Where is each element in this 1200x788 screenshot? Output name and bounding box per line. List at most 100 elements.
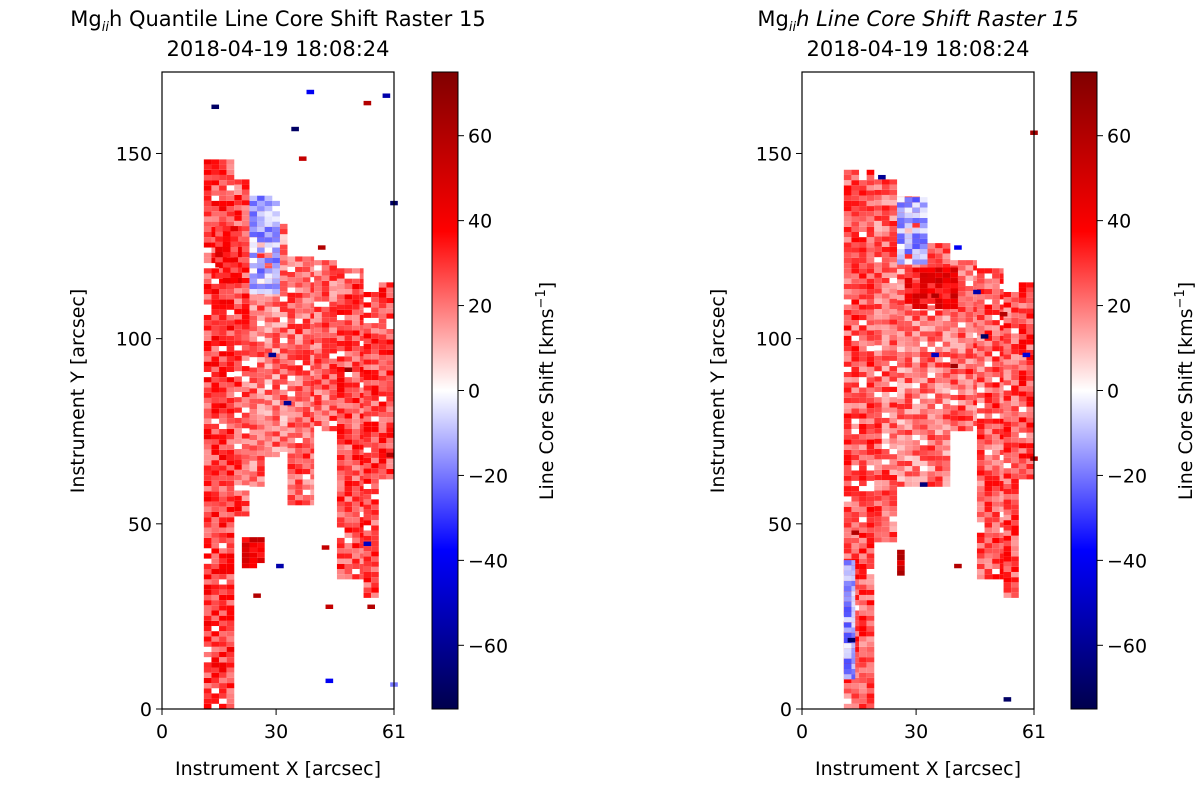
left-heatmap-cell (371, 406, 379, 412)
left-heatmap-cell (203, 703, 212, 709)
left-heatmap-cell (314, 291, 322, 297)
left-heatmap-cell (264, 242, 273, 248)
right-heatmap-cell (1011, 587, 1019, 593)
left-heatmap-cell (241, 277, 250, 284)
right-heatmap-cell (984, 330, 993, 336)
right-heatmap-cell (957, 343, 966, 349)
right-heatmap-cell (1018, 463, 1027, 470)
right-heatmap-cell (889, 495, 898, 501)
right-heatmap-cell (897, 315, 905, 321)
left-heatmap-cell (272, 322, 280, 328)
left-heatmap-cell (287, 271, 296, 278)
right-heatmap-cell (881, 303, 890, 310)
right-heatmap-cell (984, 314, 993, 321)
left-heatmap-cell (363, 577, 372, 583)
left-heatmap-cell (211, 200, 220, 207)
left-heatmap-cell (203, 480, 212, 487)
right-heatmap-cell (992, 563, 1000, 569)
right-heatmap-cell (927, 320, 936, 327)
left-heatmap-cell (321, 270, 330, 276)
right-y-tick-label: 50 (768, 514, 792, 536)
right-heatmap-cell (889, 288, 898, 294)
right-heatmap-cell (859, 511, 867, 518)
left-heatmap-cell (359, 335, 364, 341)
right-heatmap-cell (851, 356, 860, 362)
right-heatmap-cell (866, 180, 875, 186)
left-heatmap-cell (234, 433, 242, 439)
left-heatmap-cell (226, 651, 235, 658)
right-heatmap-cell (919, 460, 928, 467)
left-heatmap-cell (272, 257, 280, 264)
left-heatmap-cell (272, 242, 280, 248)
right-heatmap-cell (859, 480, 867, 487)
right-heatmap-cell (999, 465, 1004, 471)
right-heatmap-cell (874, 262, 882, 268)
left-heatmap-cell (352, 397, 360, 404)
left-heatmap-cell (234, 309, 242, 315)
right-heatmap-cell (957, 265, 966, 271)
right-heatmap-cell (897, 440, 905, 446)
right-heatmap-cell (881, 350, 890, 356)
left-heatmap-cell (287, 339, 296, 345)
left-heatmap-cell (211, 371, 220, 378)
left-heatmap-cell (272, 252, 280, 258)
right-heatmap-cell (1003, 333, 1012, 339)
right-heatmap-cell (874, 350, 882, 356)
right-heatmap-cell (843, 627, 852, 633)
left-heatmap-cell (234, 210, 242, 216)
right-heatmap-cell (942, 315, 951, 321)
left-heatmap-cell (287, 323, 296, 330)
left-heatmap-cell (272, 337, 280, 344)
left-heatmap-cell (234, 179, 242, 185)
right-heatmap-cell (950, 420, 958, 427)
left-heatmap-cell (329, 384, 337, 390)
right-heatmap-cell (881, 366, 890, 372)
right-heatmap-cell (881, 386, 890, 392)
right-heatmap-cell (866, 693, 875, 699)
left-heatmap-cell (241, 345, 250, 351)
left-heatmap-cell (295, 256, 303, 262)
left-heatmap-cell (211, 662, 220, 668)
left-heatmap-cell (344, 501, 353, 507)
left-heatmap-cell (226, 387, 235, 393)
left-heatmap-cell (264, 332, 273, 338)
left-heatmap-cell (226, 558, 235, 564)
left-heatmap-cell (241, 189, 250, 195)
left-heatmap-cell (241, 215, 250, 221)
right-heatmap-cell (897, 403, 905, 410)
right-heatmap-cell (912, 233, 920, 239)
right-heatmap-cell (851, 330, 860, 336)
left-heatmap-cell (211, 304, 220, 310)
left-heatmap-cell (378, 417, 387, 423)
right-heatmap-cell (851, 387, 860, 393)
left-heatmap-cell (344, 382, 353, 388)
right-heatmap-cell (1018, 396, 1027, 402)
right-heatmap-cell (976, 569, 985, 575)
right-heatmap-cell (992, 574, 1000, 580)
right-heatmap-cell (897, 310, 905, 316)
right-heatmap-cell (1018, 370, 1027, 376)
right-heatmap-cell (984, 418, 993, 424)
right-heatmap-cell (904, 283, 913, 289)
left-heatmap-cell (371, 302, 379, 308)
left-heatmap-cell (230, 236, 239, 242)
left-heatmap-cell (314, 369, 322, 375)
left-heatmap-cell (272, 405, 280, 411)
left-heatmap-cell (215, 236, 223, 242)
right-heatmap-cell (1003, 592, 1012, 598)
left-heatmap-cell (295, 448, 303, 454)
right-heatmap-cell (874, 474, 882, 481)
right-heatmap-cell (889, 309, 898, 315)
right-y-tick-label: 150 (756, 143, 792, 165)
left-heatmap-cell (378, 339, 387, 345)
right-heatmap-cell (927, 298, 936, 304)
right-heatmap-cell (984, 304, 993, 310)
left-heatmap-cell (211, 190, 220, 196)
right-heatmap-cell (976, 366, 985, 372)
right-heatmap-cell (973, 311, 977, 318)
left-heatmap-cell (371, 442, 379, 448)
left-heatmap-cell (295, 406, 303, 412)
right-heatmap-cell (851, 672, 860, 678)
right-colorbar-tick-label: 60 (1107, 126, 1131, 148)
left-heatmap-cell (344, 574, 353, 580)
